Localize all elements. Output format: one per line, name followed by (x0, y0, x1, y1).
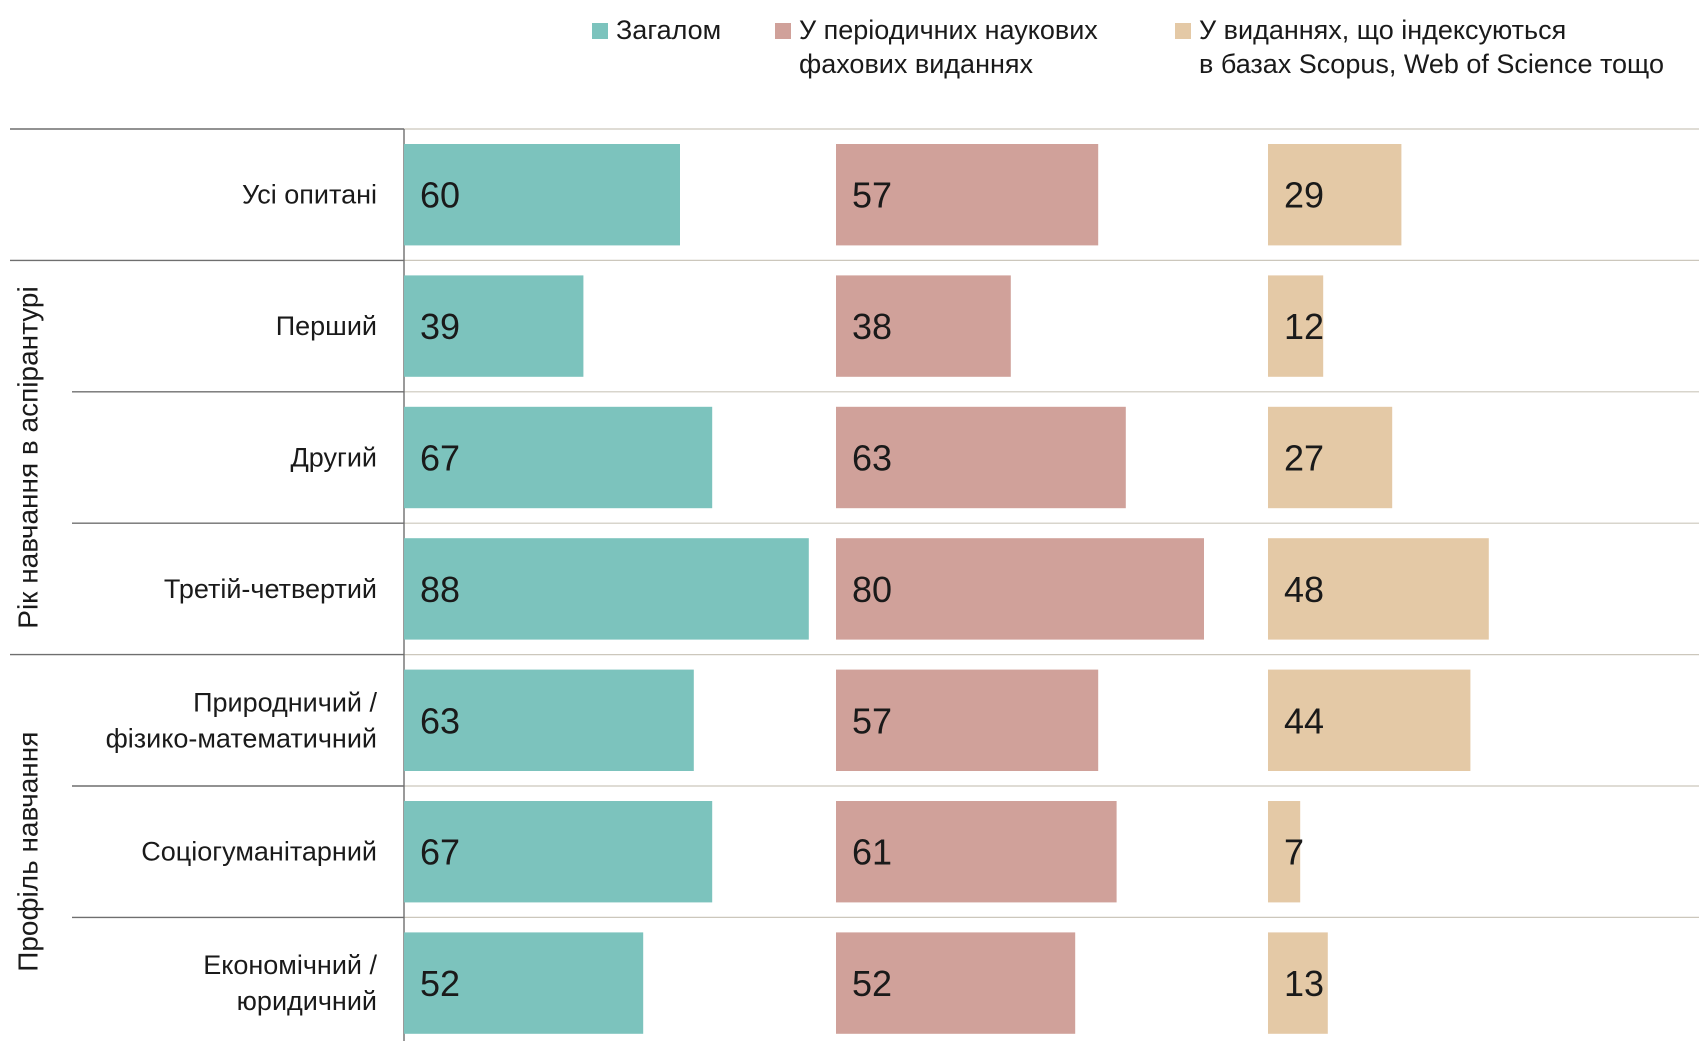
bar (404, 801, 713, 903)
category-tick-label: фізико-математичний (106, 723, 377, 753)
data-label: 27 (1284, 438, 1324, 479)
bar (404, 406, 713, 509)
category-tick-label: Усі опитані (242, 180, 377, 210)
data-label: 13 (1284, 963, 1324, 1004)
category-tick-label: Соціогуманітарний (141, 837, 377, 867)
category-tick-label: Другий (290, 443, 377, 473)
bar (836, 144, 1099, 246)
bar (1268, 669, 1471, 771)
data-label: 48 (1284, 569, 1324, 610)
legend-label: фахових виданнях (799, 49, 1034, 79)
data-label: 61 (852, 832, 892, 873)
bar (404, 275, 584, 377)
bar (404, 538, 809, 640)
bar (836, 801, 1117, 903)
bar (1268, 406, 1393, 509)
bar (404, 144, 680, 246)
legend-label: У виданнях, що індексуються (1199, 15, 1566, 45)
data-label: 52 (852, 963, 892, 1004)
bar (1268, 275, 1324, 377)
data-label: 63 (852, 438, 892, 479)
data-label: 80 (852, 569, 892, 610)
data-label: 57 (852, 700, 892, 741)
bar (1268, 932, 1328, 1034)
bar (836, 406, 1126, 509)
legend-swatch (775, 23, 791, 39)
category-tick-label: Економічний / (203, 950, 377, 980)
data-label: 29 (1284, 175, 1324, 216)
category-tick-label: Перший (276, 311, 377, 341)
legend-swatch (592, 23, 608, 39)
bar (1268, 538, 1489, 640)
legend-label: У періодичних наукових (799, 15, 1098, 45)
legend-label: Загалом (616, 15, 721, 45)
bar (1268, 144, 1402, 246)
legend-label: в базах Scopus, Web of Science тощо (1199, 49, 1664, 79)
bar (836, 538, 1204, 640)
category-tick-label: Природничий / (193, 687, 377, 717)
data-label: 67 (420, 438, 460, 479)
data-label: 88 (420, 569, 460, 610)
data-label: 60 (420, 175, 460, 216)
bar (836, 669, 1099, 771)
bar (404, 669, 694, 771)
bar (836, 932, 1076, 1034)
data-label: 38 (852, 306, 892, 347)
data-label: 52 (420, 963, 460, 1004)
data-label: 39 (420, 306, 460, 347)
data-label: 12 (1284, 306, 1324, 347)
bar (1268, 801, 1301, 903)
group-label: Профіль навчання (12, 732, 43, 972)
bar (404, 932, 644, 1034)
legend-swatch (1175, 23, 1191, 39)
group-label: Рік навчання в аспірантурі (12, 286, 43, 628)
bar (836, 275, 1011, 377)
data-label: 67 (420, 832, 460, 873)
category-tick-label: Третій-четвертий (164, 574, 377, 604)
data-label: 57 (852, 175, 892, 216)
category-tick-label: юридичний (237, 986, 377, 1016)
data-label: 44 (1284, 700, 1324, 741)
data-label: 7 (1284, 832, 1304, 873)
data-label: 63 (420, 700, 460, 741)
